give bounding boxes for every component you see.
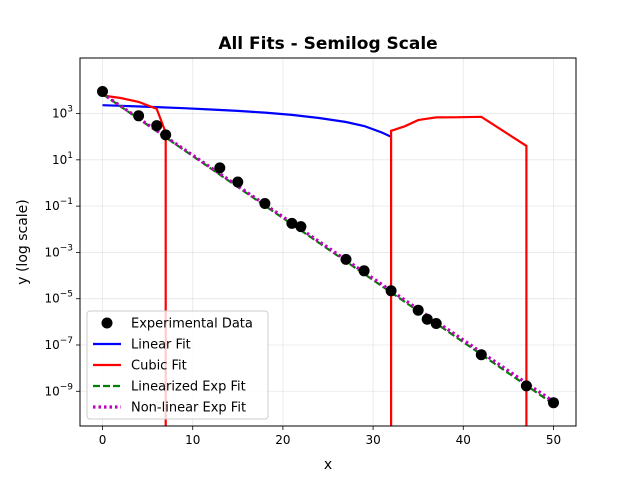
data-point xyxy=(385,285,397,297)
chart-title: All Fits - Semilog Scale xyxy=(218,34,437,54)
legend-label-non-linear-exp-fit: Non-linear Exp Fit xyxy=(131,401,246,416)
legend-label-linear-fit: Linear Fit xyxy=(131,338,191,353)
y-axis-label: y (log scale) xyxy=(15,199,31,285)
data-point xyxy=(133,110,145,122)
y-axis-ticks: 103 101 10−1 10−3 10−5 10−7 10−9 xyxy=(44,105,80,398)
data-point xyxy=(412,304,424,316)
x-axis-ticks: 0 10 20 30 40 50 xyxy=(99,426,561,447)
x-tick-label: 40 xyxy=(456,433,471,447)
x-tick-label: 0 xyxy=(99,433,107,447)
data-point xyxy=(475,349,487,361)
legend-box xyxy=(86,310,269,420)
linear-fit-line xyxy=(102,104,392,138)
data-point xyxy=(151,120,163,132)
data-point xyxy=(214,162,226,174)
y-tick-label: 103 xyxy=(52,105,73,121)
data-point xyxy=(286,217,298,229)
y-tick-label: 10−3 xyxy=(44,243,73,259)
data-point xyxy=(97,86,108,97)
data-point xyxy=(232,176,244,188)
x-tick-label: 20 xyxy=(275,433,290,447)
cubic-fit-line xyxy=(390,115,528,426)
data-point xyxy=(358,265,370,277)
x-tick-label: 30 xyxy=(365,433,380,447)
x-axis-label: x xyxy=(324,457,332,473)
x-tick-label: 10 xyxy=(185,433,200,447)
grid xyxy=(80,58,576,426)
legend-marker-experimental-data xyxy=(101,317,113,329)
y-tick-label: 10−7 xyxy=(44,336,73,352)
y-tick-label: 10−1 xyxy=(44,197,73,213)
plot-frame xyxy=(79,57,577,427)
y-tick-label: 10−5 xyxy=(44,290,73,306)
legend-label-cubic-fit: Cubic Fit xyxy=(131,359,187,374)
data-point xyxy=(259,198,271,209)
data-point xyxy=(421,313,433,325)
data-point xyxy=(520,380,532,392)
data-point xyxy=(340,253,352,265)
x-tick-label: 50 xyxy=(546,433,561,447)
data-point xyxy=(160,129,172,141)
y-tick-label: 10−9 xyxy=(44,382,73,398)
cubic-fit-line xyxy=(102,94,167,426)
series-layer xyxy=(97,86,559,426)
legend-label-linearized-exp-fit: Linearized Exp Fit xyxy=(131,380,246,395)
data-point xyxy=(430,318,442,329)
legend-label-experimental-data: Experimental Data xyxy=(131,317,253,332)
y-tick-label: 101 xyxy=(52,151,73,167)
data-point xyxy=(295,221,307,233)
legend: Experimental Data Linear Fit Cubic Fit Line… xyxy=(86,310,269,420)
data-point xyxy=(548,397,559,409)
